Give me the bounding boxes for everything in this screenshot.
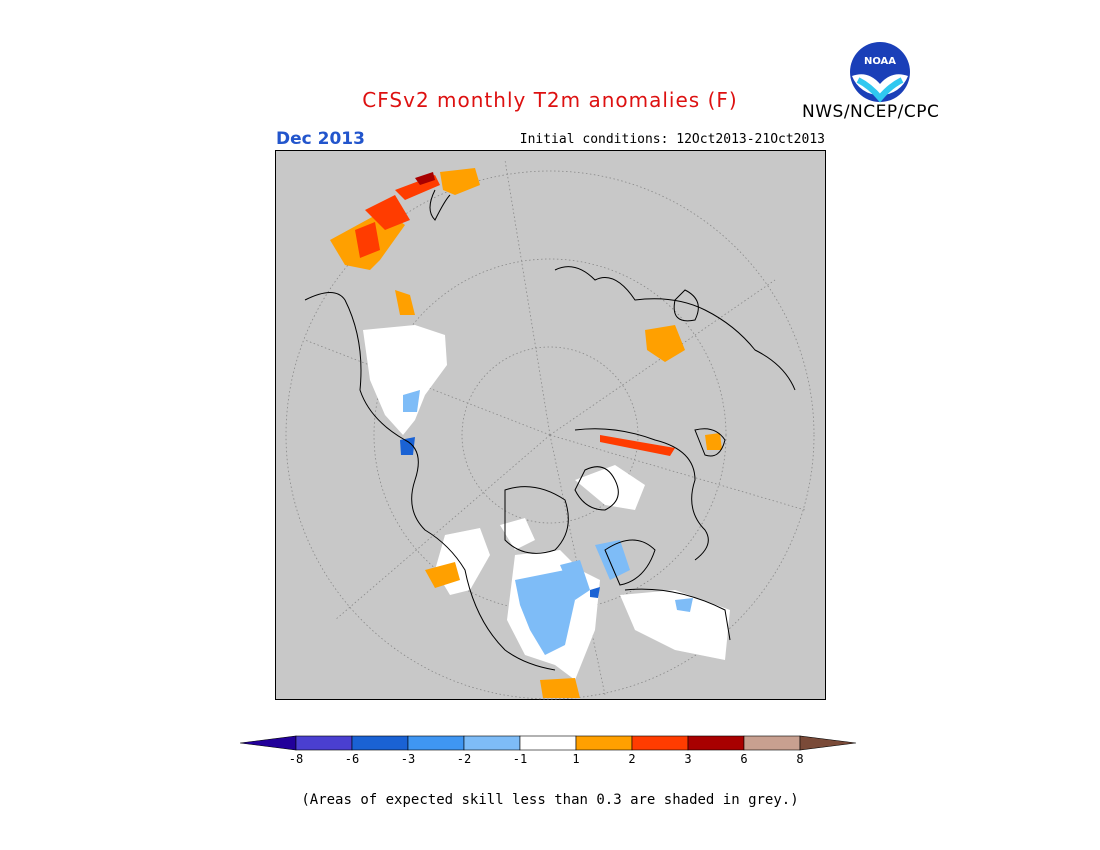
colorbar <box>240 735 857 751</box>
colorbar-tick-label: 8 <box>796 752 804 766</box>
strong-warm-areas <box>355 172 675 456</box>
noaa-logo: NOAA <box>850 42 910 103</box>
strong-cold-areas <box>400 437 600 598</box>
coastlines <box>304 189 796 671</box>
colorbar-tick-label: 3 <box>684 752 692 766</box>
colorbar-swatch <box>295 735 353 751</box>
agency-label: NWS/NCEP/CPC <box>802 102 940 122</box>
colorbar-swatch <box>463 735 521 751</box>
colorbar-swatch <box>240 735 297 751</box>
forecast-month: Dec 2013 <box>276 129 365 149</box>
logo-text: NOAA <box>864 56 896 67</box>
colorbar-swatch <box>687 735 745 751</box>
colorbar-swatch <box>351 735 409 751</box>
colorbar-swatch <box>743 735 801 751</box>
colorbar-tick-label: 1 <box>572 752 580 766</box>
colorbar-tick-label: -2 <box>456 752 472 766</box>
polar-anomaly-map <box>275 150 826 700</box>
colorbar-swatch <box>407 735 465 751</box>
page-title: CFSv2 monthly T2m anomalies (F) <box>362 88 738 112</box>
colorbar-tick-label: 2 <box>628 752 636 766</box>
colorbar-tick-label: 6 <box>740 752 748 766</box>
colorbar-swatch <box>799 735 857 751</box>
colorbar-tick-label: -6 <box>344 752 360 766</box>
colorbar-tick-label: -1 <box>512 752 528 766</box>
skill-footnote: (Areas of expected skill less than 0.3 a… <box>301 792 799 808</box>
cold-anomaly-areas <box>403 390 693 655</box>
colorbar-tick-label: -8 <box>288 752 304 766</box>
colorbar-tick-label: -3 <box>400 752 416 766</box>
colorbar-swatch <box>631 735 689 751</box>
colorbar-swatch <box>519 735 577 751</box>
initial-conditions: Initial conditions: 12Oct2013-21Oct2013 <box>519 132 825 147</box>
colorbar-swatch <box>575 735 633 751</box>
near-normal-areas <box>363 325 730 680</box>
